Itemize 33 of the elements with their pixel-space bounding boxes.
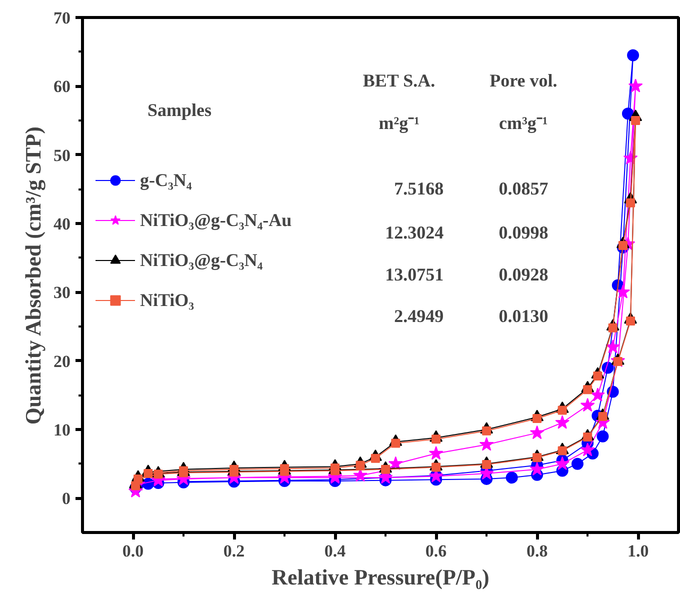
annotation: 12.3024 [385,222,444,242]
annotation: 0.0928 [498,264,548,284]
y-tick-label: 70 [54,8,70,28]
y-axis-title: Quantity Absorbed (cm³/g STP) [20,126,46,425]
y-tick-label: 0 [62,489,70,508]
annotation: cm³g⁻¹ [499,113,548,134]
y-tick-label: 10 [54,420,70,440]
x-tick-label: 0.0 [122,542,144,560]
y-tick-label: 40 [54,214,70,234]
y-tick-label: 20 [54,352,70,371]
x-tick-label: 0.8 [526,542,548,560]
annotation: BET S.A. [362,70,436,91]
x-tick-label: 0.6 [425,542,447,560]
y-tick-label: 30 [54,283,70,302]
x-axis-title: Relative Pressure(P/P₀) [272,564,490,590]
annotation: 0.0130 [498,306,548,326]
x-tick-label: 0.2 [223,542,245,560]
annotation: m²g⁻¹ [378,113,420,134]
annotation: 0.0857 [498,178,548,198]
y-tick-label: 60 [54,77,70,96]
legend-label: NiTiO₃ [140,288,194,312]
annotation: 2.4949 [394,306,444,326]
y-tick-label: 50 [54,146,70,165]
x-tick-label: 0.4 [324,542,346,560]
legend-label: NiTiO₃@g-C₃N₄-Au [140,208,292,232]
legend-label: g-C₃N₄ [140,168,192,192]
x-tick-label: 1.0 [627,542,649,560]
annotation: Samples [147,100,212,120]
annotation: 13.0751 [385,264,444,284]
annotation: 0.0998 [498,222,548,242]
legend-label: NiTiO₃@g-C₃N₄ [140,248,263,272]
annotation: 7.5168 [394,178,444,198]
annotation: Pore vol. [490,70,558,91]
